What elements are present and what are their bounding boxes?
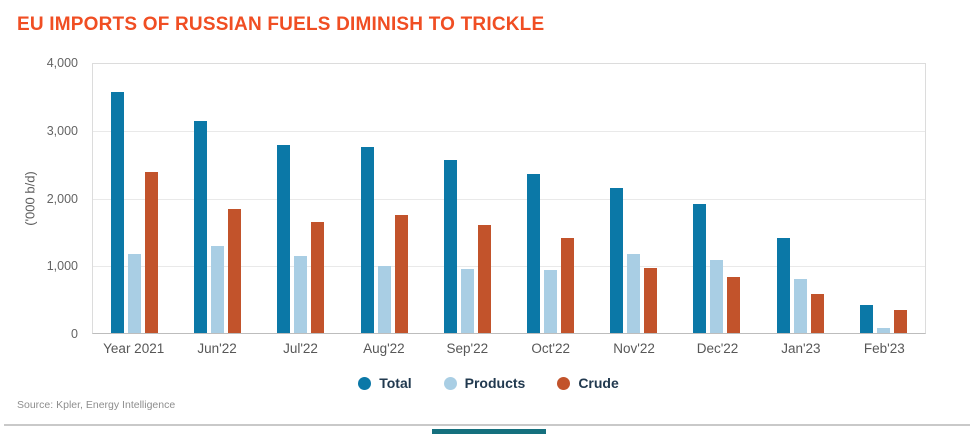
bar-products: [793, 278, 807, 333]
legend-label: Total: [379, 375, 412, 391]
bar-crude: [893, 310, 907, 333]
chart-title: EU IMPORTS OF RUSSIAN FUELS DIMINISH TO …: [17, 14, 545, 35]
bar-crude: [394, 214, 408, 333]
bar-products: [128, 254, 142, 333]
x-tick-label: Jan'23: [781, 341, 821, 356]
bar-products: [710, 260, 724, 333]
bar-group-oct-22: [509, 64, 592, 333]
legend-label: Products: [464, 375, 526, 391]
legend-swatch-icon: [358, 376, 372, 390]
bar-total: [360, 147, 374, 333]
x-tick-label: Jun'22: [197, 341, 237, 356]
y-tick-label: 0: [71, 327, 78, 341]
footer-divider: [4, 424, 970, 426]
bar-group-dec-22: [675, 64, 758, 333]
bar-total: [859, 304, 873, 333]
bar-group-jun-22: [176, 64, 259, 333]
x-tick-label: Nov'22: [613, 341, 655, 356]
legend-swatch-icon: [443, 376, 457, 390]
x-axis-labels: Year 2021 Jun'22 Jul'22 Aug'22 Sep'22 Oct'22 N…: [92, 341, 926, 359]
legend-item-total: Total: [358, 375, 412, 391]
bar-products: [294, 256, 308, 333]
x-tick-label: Dec'22: [696, 341, 739, 356]
y-axis-ticks: 4,000 3,000 2,000 1,000 0: [0, 56, 85, 341]
bar-products: [876, 328, 890, 333]
bar-group-nov-22: [592, 64, 675, 333]
x-tick-label: Feb'23: [863, 341, 905, 356]
bar-group-aug-22: [343, 64, 426, 333]
bar-crude: [727, 277, 741, 333]
legend-item-crude: Crude: [557, 375, 619, 391]
bar-products: [460, 269, 474, 333]
bar-total: [443, 160, 457, 333]
legend-label: Crude: [578, 375, 619, 391]
bar-products: [377, 266, 391, 333]
x-tick-label: Jul'22: [283, 341, 318, 356]
bar-crude: [311, 222, 325, 333]
bar-products: [627, 254, 641, 333]
bar-group-feb-23: [842, 64, 925, 333]
footer-accent-bar: [431, 429, 546, 434]
bar-total: [776, 237, 790, 333]
legend-swatch-icon: [557, 376, 571, 390]
bar-crude: [644, 268, 658, 333]
bar-products: [211, 245, 225, 333]
legend: Total Products Crude: [0, 375, 977, 391]
gridline: [93, 131, 925, 133]
bar-crude: [561, 238, 575, 333]
bar-total: [111, 91, 125, 333]
bar-group-jan-23: [759, 64, 842, 333]
x-tick-label: Oct'22: [531, 341, 570, 356]
y-tick-label: 3,000: [46, 123, 78, 138]
bar-total: [693, 204, 707, 333]
bar-crude: [810, 293, 824, 333]
source-note: Source: Kpler, Energy Intelligence: [17, 399, 176, 411]
gridline: [93, 265, 925, 267]
y-tick-label: 1,000: [46, 259, 78, 274]
bar-total: [610, 187, 624, 333]
y-tick-label: 2,000: [46, 191, 78, 206]
x-tick-label: Sep'22: [446, 341, 489, 356]
y-tick-label: 4,000: [46, 56, 78, 70]
bar-crude: [228, 209, 242, 333]
legend-item-products: Products: [443, 375, 526, 391]
bar-crude: [145, 171, 159, 333]
bar-total: [277, 144, 291, 333]
bar-group-sep-22: [426, 64, 509, 333]
x-tick-label: Aug'22: [363, 341, 405, 356]
bar-group-year-2021: [93, 64, 176, 333]
bar-total: [527, 174, 541, 333]
bar-products: [544, 270, 558, 333]
bar-group-jul-22: [259, 64, 342, 333]
gridline: [93, 198, 925, 200]
bar-crude: [477, 225, 491, 333]
bar-total: [194, 121, 208, 333]
x-tick-label: Year 2021: [103, 341, 165, 356]
plot-area: [92, 63, 926, 334]
